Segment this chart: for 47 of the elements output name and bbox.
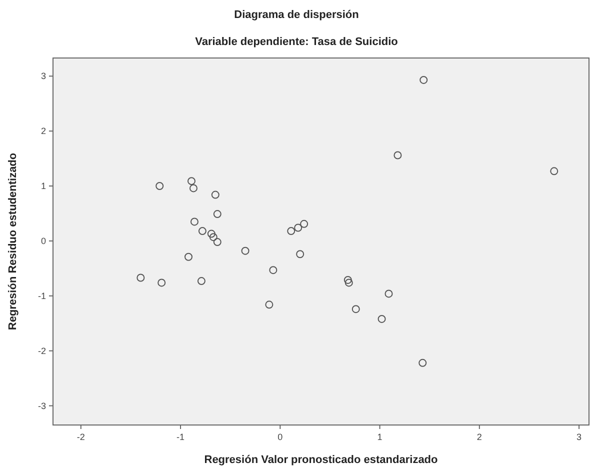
point xyxy=(384,290,393,298)
point xyxy=(136,274,145,282)
x-tick-label: 0 xyxy=(278,432,283,442)
point xyxy=(344,276,352,284)
point xyxy=(420,76,428,84)
point xyxy=(352,305,360,314)
x-tick-label: 3 xyxy=(576,432,582,442)
chart-title: Diagrama de dispersión xyxy=(234,9,360,21)
point xyxy=(158,278,166,287)
point xyxy=(300,220,308,228)
x-tick-label: 1 xyxy=(377,432,382,442)
chart-subtitle: Variable dependiente: Tasa de Suicidio xyxy=(195,36,398,48)
y-tick-label: 2 xyxy=(40,126,46,136)
point xyxy=(394,151,402,160)
point xyxy=(198,227,206,236)
point xyxy=(211,190,220,199)
point xyxy=(269,266,278,274)
x-tick-label: -2 xyxy=(76,432,85,442)
point xyxy=(296,250,304,258)
y-tick-label: 0 xyxy=(40,236,46,246)
point xyxy=(344,278,353,287)
point xyxy=(418,358,427,367)
x-tick-label: 2 xyxy=(476,432,482,442)
point xyxy=(184,252,192,261)
x-tick-label: -1 xyxy=(176,432,185,442)
point xyxy=(156,182,164,190)
x-axis-title: Regresión Valor pronosticado estandarizado xyxy=(204,454,438,466)
y-axis-title: Regresión Residuo estudentizado xyxy=(7,152,19,330)
y-tick-label: 1 xyxy=(40,181,46,192)
point xyxy=(189,184,198,192)
point xyxy=(378,314,386,323)
point xyxy=(241,246,250,255)
y-tick-label: 3 xyxy=(40,71,46,82)
point xyxy=(187,177,196,186)
point xyxy=(213,210,222,218)
point xyxy=(550,167,558,176)
y-tick-label: -3 xyxy=(38,400,46,411)
y-tick-label: -2 xyxy=(38,346,46,356)
point xyxy=(213,238,222,246)
point xyxy=(209,233,218,242)
point xyxy=(294,224,302,232)
point xyxy=(197,277,206,286)
point xyxy=(190,218,198,226)
y-tick-label: -1 xyxy=(38,290,46,301)
point xyxy=(287,227,296,236)
point xyxy=(207,230,216,238)
point xyxy=(265,300,274,309)
